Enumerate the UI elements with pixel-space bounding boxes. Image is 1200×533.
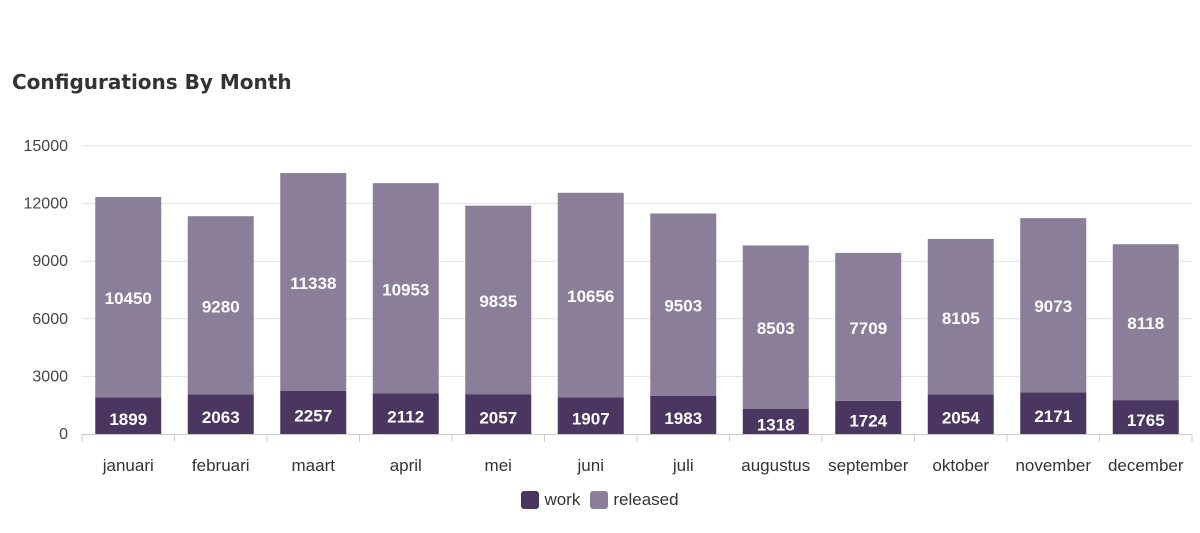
bar-work — [465, 394, 532, 434]
bar-work — [835, 400, 902, 434]
data-label-released: 11338 — [290, 274, 336, 293]
bar-released — [372, 183, 439, 394]
legend-label-work: work — [544, 490, 581, 509]
labels-layer: 1899 10450 2063 9280 2257 11338 2112 10953 2057 9… — [105, 274, 1165, 435]
axis-layer: 0 3000 6000 9000 12000 15000 januari februari ma… — [24, 138, 1193, 475]
x-tick-label: juli — [672, 456, 694, 475]
x-tick-label: november — [1015, 456, 1091, 475]
bar-released — [187, 216, 254, 395]
bar-work — [280, 390, 347, 434]
data-label-work: 1899 — [109, 410, 147, 429]
data-label-released: 7709 — [849, 319, 887, 338]
data-label-work: 2112 — [387, 408, 424, 427]
data-label-work: 1983 — [664, 409, 702, 428]
bar-work — [187, 394, 254, 434]
x-tick-label: maart — [292, 456, 336, 475]
data-label-work: 2063 — [202, 408, 240, 427]
y-tick-label: 15000 — [24, 138, 69, 155]
x-tick-label: mei — [485, 456, 512, 475]
bar-released — [95, 196, 162, 398]
legend-item-work[interactable]: work — [521, 490, 580, 510]
y-tick-label: 9000 — [32, 253, 68, 270]
y-tick-label: 0 — [59, 426, 68, 443]
legend-label-released: released — [613, 490, 679, 509]
data-label-released: 8118 — [1127, 314, 1164, 333]
bars-layer — [95, 172, 1179, 434]
bar-work — [95, 397, 162, 434]
data-label-work: 2057 — [479, 408, 517, 427]
data-label-work: 2257 — [294, 406, 332, 425]
x-tick-label: augustus — [741, 456, 810, 475]
legend-swatch-work — [521, 491, 540, 509]
y-tick-label: 3000 — [32, 368, 68, 385]
data-label-released: 8105 — [942, 309, 980, 328]
bar-work — [927, 394, 994, 434]
bar-released — [557, 192, 624, 398]
y-tick-label: 6000 — [32, 311, 68, 328]
bar-released — [465, 205, 532, 395]
bar-work — [650, 395, 717, 434]
data-label-work: 2054 — [942, 408, 980, 427]
bar-released — [742, 245, 809, 409]
data-label-work: 1318 — [757, 415, 795, 434]
bar-work — [372, 393, 439, 434]
bar-released — [835, 252, 902, 401]
legend-swatch-released — [590, 491, 609, 509]
x-tick-label: januari — [102, 456, 154, 475]
bar-work — [557, 397, 624, 434]
bar-work — [1112, 400, 1179, 434]
bar-released — [650, 213, 717, 396]
x-tick-label: oktober — [932, 456, 989, 475]
x-tick-label: december — [1108, 456, 1184, 475]
x-tick-label: april — [390, 456, 422, 475]
legend: work released — [0, 490, 1200, 510]
data-label-released: 9835 — [479, 292, 517, 311]
y-tick-label: 12000 — [24, 196, 69, 213]
data-label-released: 9503 — [664, 297, 702, 316]
bar-released — [1112, 244, 1179, 401]
bar-released — [927, 238, 994, 395]
legend-item-released[interactable]: released — [590, 490, 679, 510]
data-label-work: 1907 — [572, 410, 610, 429]
grid-layer — [82, 145, 1192, 377]
data-label-work: 1765 — [1127, 411, 1165, 430]
data-label-released: 8503 — [757, 319, 795, 338]
data-label-released: 9073 — [1034, 297, 1072, 316]
chart-title: Configurations By Month — [12, 70, 292, 94]
x-tick-label: februari — [192, 456, 250, 475]
x-tick-label: juni — [577, 456, 604, 475]
data-label-released: 10450 — [105, 289, 152, 308]
x-tick-label: september — [828, 456, 909, 475]
data-label-released: 9280 — [202, 297, 240, 316]
data-label-work: 2171 — [1034, 407, 1072, 426]
bar-work — [1020, 392, 1087, 434]
data-label-work: 1724 — [849, 411, 887, 430]
bar-released — [280, 172, 347, 391]
bar-work — [742, 408, 809, 434]
bar-released — [1020, 218, 1087, 393]
data-label-released: 10656 — [567, 287, 614, 306]
data-label-released: 10953 — [382, 280, 429, 299]
